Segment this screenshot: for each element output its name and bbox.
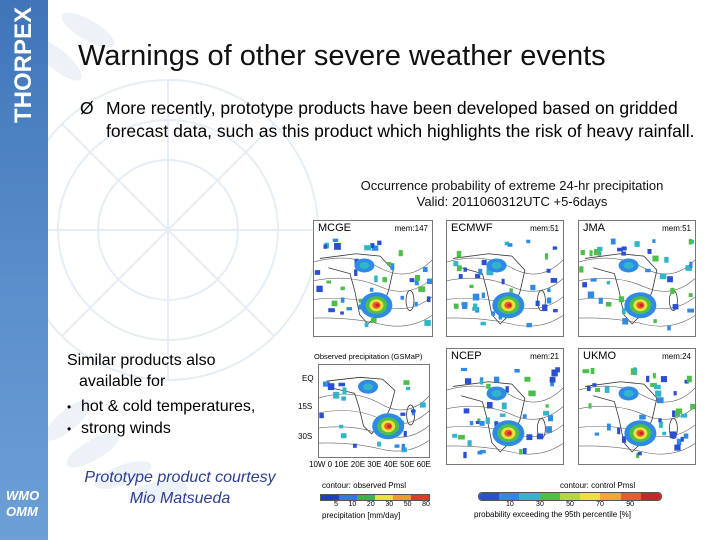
- figure-title-line1: Occurrence probability of extreme 24-hr …: [360, 178, 664, 193]
- panel-name: UKMO: [583, 350, 616, 362]
- similar-intro-line1: Similar products also: [67, 352, 216, 369]
- courtesy-note: Prototype product courtesy Mio Matsueda: [70, 467, 290, 509]
- background-emblem: [48, 0, 408, 540]
- precip-map: [579, 238, 695, 331]
- precip-map: [579, 367, 695, 459]
- panel-name: NCEP: [451, 350, 482, 362]
- courtesy-line1: Prototype product courtesy: [84, 469, 276, 486]
- tick-label: 80: [422, 501, 430, 508]
- panel-jma: JMA mem:51: [578, 220, 696, 337]
- forecast-colorbar: [478, 492, 662, 501]
- wmo-logo-line2: OMM: [6, 504, 38, 519]
- panel-name: MCGE: [318, 222, 351, 234]
- precip-map: [447, 367, 563, 459]
- forecast-colorbar-label: probability exceeding the 95th percentil…: [474, 510, 631, 519]
- sidebar-title: THORPEX: [8, 6, 40, 124]
- tick-label: 90: [626, 501, 634, 508]
- observed-colorbar-label: precipitation [mm/day]: [322, 511, 401, 520]
- bullet-arrow-icon: Ø: [80, 98, 94, 118]
- observed-contour-label: contour: observed Pmsl: [322, 481, 407, 490]
- panel-name: JMA: [583, 222, 605, 234]
- lon-labels: 10W 0 10E 20E 30E 40E 50E 60E: [309, 460, 431, 469]
- forecast-colorbar-ticks: 10 30 50 70 90: [506, 501, 634, 508]
- tick-label: 20: [366, 501, 375, 508]
- precip-map: [314, 238, 432, 328]
- similar-list: hot & cold temperatures, strong winds: [67, 396, 255, 440]
- panel-members: mem:21: [530, 352, 559, 361]
- panel-mcge: MCGE mem:147: [313, 220, 433, 337]
- panel-members: mem:51: [662, 224, 691, 233]
- emblem-icon: [48, 12, 319, 504]
- wmo-logo-line1: WMO: [6, 488, 40, 503]
- panel-members: mem:147: [394, 224, 428, 233]
- wmo-logo: WMO OMM: [6, 488, 39, 520]
- sidebar: THORPEX WMO OMM: [0, 0, 48, 540]
- lat-label-30s: 30S: [298, 432, 313, 441]
- figure-title: Occurrence probability of extreme 24-hr …: [322, 178, 702, 210]
- panel-ukmo: UKMO mem:24: [578, 348, 696, 465]
- panel-observed: [318, 364, 430, 458]
- thorpex-label: THORPEX: [10, 6, 38, 124]
- slide-title: Warnings of other severe weather events: [78, 40, 606, 72]
- tick-label: 10: [506, 501, 514, 508]
- observed-map: [319, 376, 429, 453]
- lat-label-15s: 15S: [298, 402, 313, 411]
- tick-label: 50: [566, 501, 574, 508]
- panel-members: mem:24: [662, 352, 691, 361]
- list-item: strong winds: [67, 418, 255, 440]
- similar-intro-line2: available for: [79, 373, 166, 390]
- forecast-contour-label: contour: control Pmsl: [560, 481, 636, 490]
- tick-label: 70: [596, 501, 604, 508]
- similar-products-text: Similar products also available for hot …: [67, 350, 255, 440]
- tick-label: 30: [385, 501, 394, 508]
- observed-title: Observed precipitation (GSMaP): [314, 352, 423, 361]
- panel-members: mem:51: [530, 224, 559, 233]
- tick-label: 10: [348, 501, 357, 508]
- lat-label-eq: EQ: [302, 374, 314, 383]
- bullet-item: Ø More recently, prototype products have…: [80, 97, 700, 143]
- panel-ecmwf: ECMWF mem:51: [446, 220, 564, 337]
- tick-label: 5: [334, 501, 338, 508]
- observed-colorbar: [320, 494, 430, 501]
- list-item: hot & cold temperatures,: [67, 396, 255, 418]
- panel-name: ECMWF: [451, 222, 493, 234]
- figure-title-line2: Valid: 2011060312UTC +5-6days: [416, 194, 608, 209]
- panel-ncep: NCEP mem:21: [446, 348, 564, 465]
- bullet-text: More recently, prototype products have b…: [106, 98, 695, 141]
- tick-label: 30: [536, 501, 544, 508]
- observed-colorbar-ticks: 5 10 20 30 50 80: [334, 501, 430, 508]
- tick-label: 50: [403, 501, 412, 508]
- precip-map: [447, 239, 563, 328]
- courtesy-line2: Mio Matsueda: [129, 490, 231, 507]
